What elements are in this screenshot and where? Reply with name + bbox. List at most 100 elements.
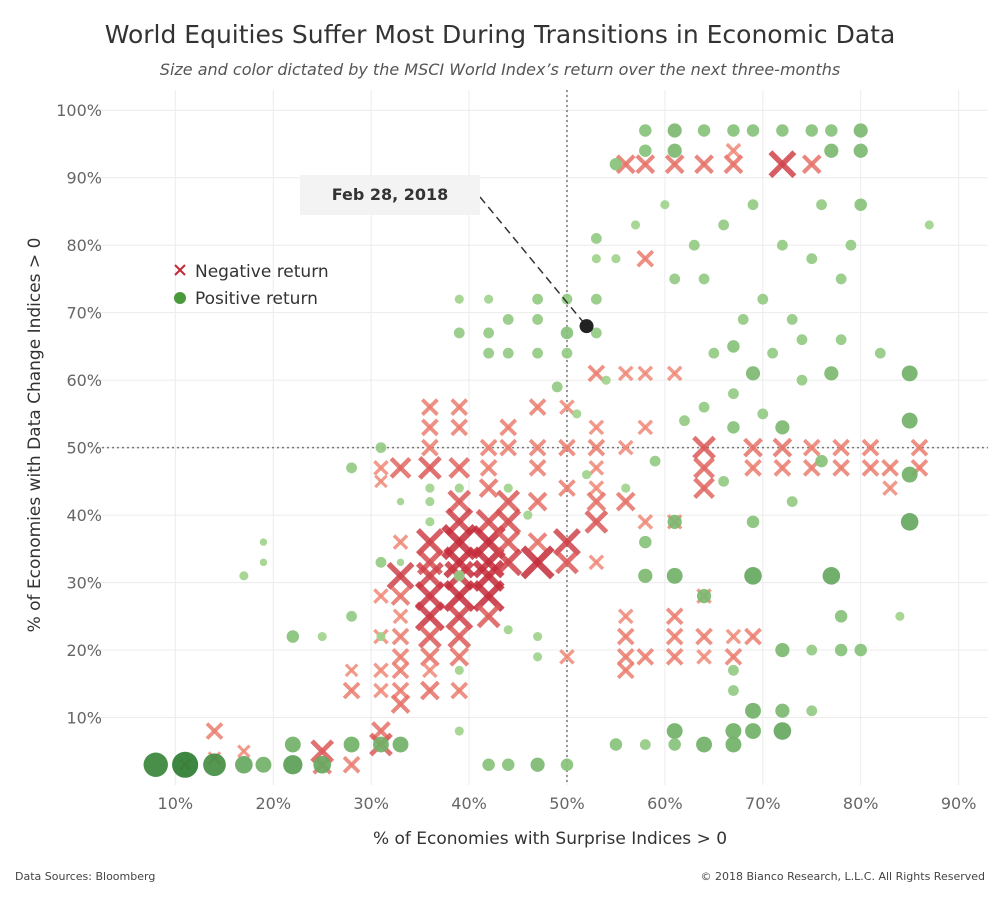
positive-return-point — [727, 340, 740, 353]
positive-return-point — [532, 293, 544, 305]
positive-return-point — [667, 514, 682, 529]
negative-return-point — [772, 437, 793, 458]
axis-tick-labels: 10% 20% 30% 40% 50% 60% 70% 80% 90% 10% 20% 30% 40% 5… — [56, 101, 976, 813]
negative-return-point — [666, 365, 683, 382]
positive-return-point — [746, 124, 760, 137]
positive-return-point — [666, 723, 683, 739]
positive-return-point — [796, 374, 808, 386]
copyright-note: © 2018 Bianco Research, L.L.C. All Right… — [700, 870, 985, 883]
grid-lines — [97, 90, 988, 785]
positive-return-point — [757, 408, 769, 420]
positive-return-point — [775, 703, 790, 718]
chart-title: World Equities Suffer Most During Transi… — [104, 20, 896, 49]
legend-positive-label: Positive return — [195, 289, 318, 309]
chart-subtitle: Size and color dictated by the MSCI Worl… — [159, 60, 841, 79]
positive-return-point — [727, 421, 740, 434]
negative-return-point — [499, 438, 518, 457]
positive-return-point — [767, 347, 778, 359]
positive-return-point — [453, 327, 465, 339]
positive-return-point — [853, 143, 868, 158]
positive-return-point — [834, 643, 848, 657]
negative-return-point — [528, 398, 547, 416]
negative-return-point — [450, 681, 469, 700]
y-tick-label: 30% — [66, 574, 102, 593]
positive-return-point — [668, 738, 681, 751]
positive-return-point — [523, 510, 533, 520]
positive-return-point — [745, 702, 761, 719]
legend-negative-label: Negative return — [195, 262, 329, 282]
negative-return-point — [373, 662, 389, 679]
negative-return-point — [558, 438, 576, 457]
negative-return-point — [635, 154, 656, 175]
positive-return-point — [825, 124, 838, 137]
positive-return-point — [259, 558, 268, 567]
x-tick-label: 40% — [451, 794, 487, 813]
positive-return-point — [746, 515, 760, 529]
positive-return-point — [835, 273, 847, 285]
positive-return-point — [590, 293, 602, 305]
positive-return-point — [425, 483, 435, 493]
positive-return-point — [372, 736, 389, 753]
negative-return-point — [420, 646, 440, 667]
positive-return-point — [561, 347, 573, 359]
positive-return-point — [376, 632, 386, 642]
positive-return-point — [501, 758, 515, 772]
negative-return-point — [418, 455, 442, 480]
positive-return-point — [532, 314, 544, 325]
annotation-point — [579, 319, 594, 334]
negative-return-point — [558, 479, 576, 497]
positive-return-point — [343, 736, 360, 753]
negative-return-point — [496, 530, 521, 554]
positive-return-point — [284, 736, 301, 753]
negative-return-point — [724, 647, 743, 666]
negative-return-point — [881, 459, 899, 477]
positive-return-point — [669, 273, 681, 285]
positive-return-point — [396, 497, 405, 506]
positive-return-point — [259, 538, 268, 546]
negative-return-point — [910, 438, 929, 457]
negative-return-point — [389, 456, 412, 479]
negative-return-point — [587, 364, 606, 383]
positive-return-point — [805, 124, 819, 137]
negative-return-point — [616, 627, 635, 646]
negative-return-point — [861, 438, 880, 457]
negative-return-point — [449, 646, 470, 667]
negative-return-point — [390, 586, 411, 606]
positive-return-point — [286, 630, 300, 643]
positive-return-point — [649, 455, 661, 467]
negative-return-point — [520, 545, 555, 580]
y-tick-label: 40% — [66, 506, 102, 525]
negative-return-point — [744, 459, 762, 477]
y-tick-label: 50% — [66, 439, 102, 458]
x-tick-label: 10% — [158, 794, 194, 813]
positive-return-point — [900, 513, 919, 531]
positive-return-point — [824, 366, 839, 381]
negative-return-point — [588, 419, 605, 436]
positive-return-point — [454, 483, 464, 493]
legend: Negative return Positive return — [174, 262, 329, 309]
positive-return-point — [454, 665, 464, 675]
negative-return-point — [615, 491, 636, 512]
positive-return-point — [533, 632, 543, 642]
data-source-note: Data Sources: Bloomberg — [15, 870, 156, 883]
positive-return-point — [484, 294, 494, 304]
positive-return-point — [822, 567, 841, 585]
negative-return-point — [832, 459, 850, 477]
negative-return-point — [637, 514, 654, 530]
positive-return-point — [503, 483, 513, 493]
negative-return-point — [479, 438, 498, 457]
positive-return-point — [551, 381, 563, 393]
negative-return-point — [588, 460, 605, 476]
negative-return-point — [499, 418, 518, 437]
legend-positive-icon — [174, 292, 186, 304]
negative-return-point — [479, 459, 498, 477]
negative-return-point — [496, 489, 521, 514]
positive-return-point — [317, 632, 327, 642]
positive-return-point — [561, 293, 573, 305]
negative-return-point — [588, 554, 605, 571]
positive-return-point — [143, 752, 168, 777]
negative-return-point — [342, 681, 361, 700]
positive-return-point — [895, 611, 905, 621]
positive-return-point — [901, 412, 918, 429]
reference-lines — [97, 90, 988, 785]
